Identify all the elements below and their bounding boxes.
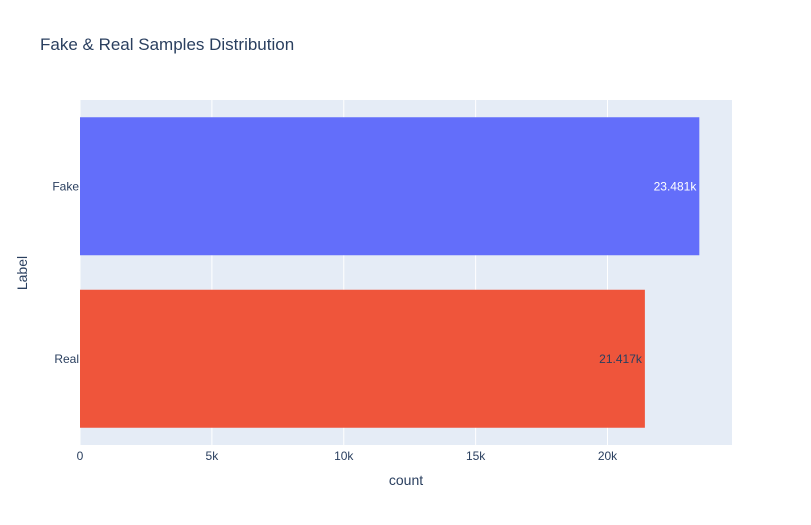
data-labels: 23.481k 21.417k [599, 179, 697, 366]
x-tick-label: 15k [466, 449, 486, 463]
bar-fake [80, 117, 700, 256]
x-tick-label: 5k [206, 449, 220, 463]
x-tick-label: 20k [598, 449, 618, 463]
y-tick-label: Real [54, 352, 79, 366]
chart-title: Fake & Real Samples Distribution [40, 35, 294, 54]
x-axis-title: count [389, 472, 423, 488]
bar-data-label: 23.481k [654, 179, 698, 193]
x-tick-label: 10k [334, 449, 354, 463]
y-axis-ticks: Fake Real [52, 179, 79, 366]
bar-real [80, 289, 645, 428]
x-tick-label: 0 [77, 449, 84, 463]
bars [80, 117, 700, 428]
y-axis-title: Label [14, 256, 30, 290]
y-tick-label: Fake [52, 179, 79, 193]
x-axis-ticks: 0 5k 10k 15k 20k [77, 449, 619, 463]
bar-data-label: 21.417k [599, 352, 643, 366]
